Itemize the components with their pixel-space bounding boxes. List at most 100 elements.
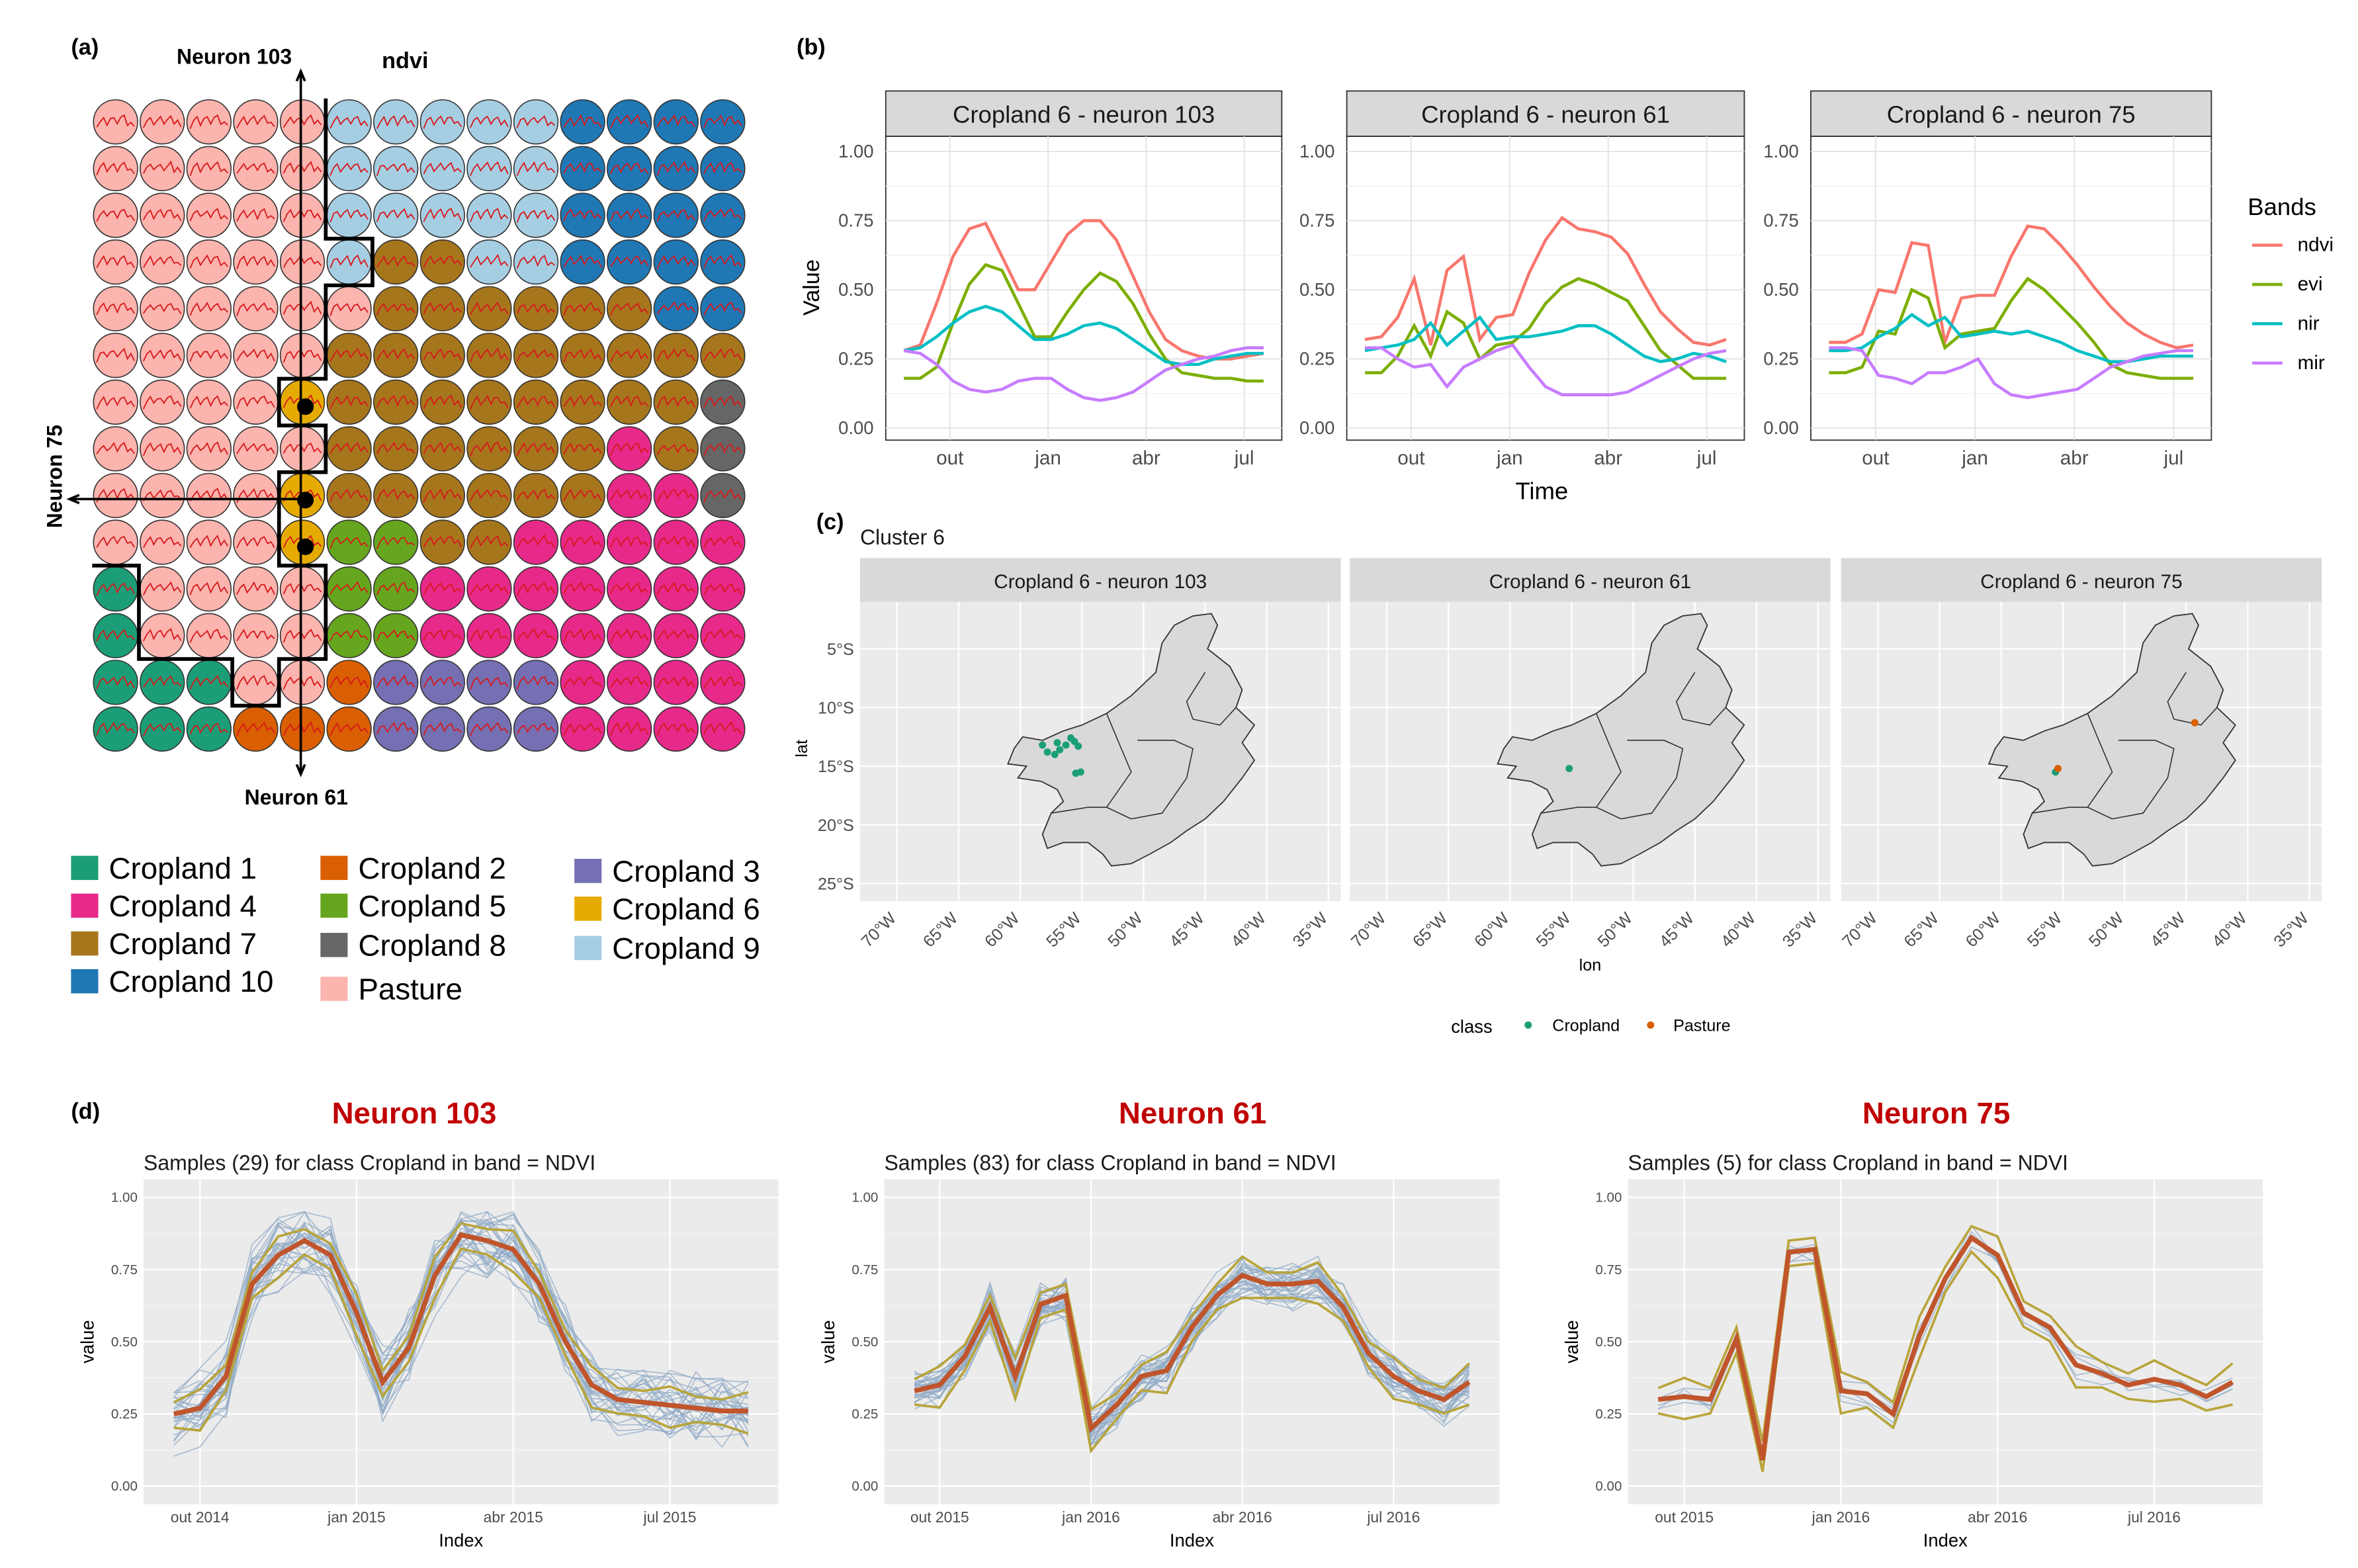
neuron-ndvi-profile bbox=[563, 394, 602, 408]
som-neuron bbox=[653, 472, 699, 519]
neuron-ndvi-profile bbox=[516, 675, 556, 690]
series-line-mir bbox=[1365, 343, 1727, 396]
neuron-ndvi-profile bbox=[96, 629, 135, 642]
median-line bbox=[1657, 1234, 2234, 1461]
neuron-ndvi-profile bbox=[189, 395, 228, 409]
sample-line bbox=[173, 1236, 749, 1448]
som-neuron bbox=[700, 706, 746, 752]
neuron-ndvi-profile bbox=[329, 303, 369, 316]
neuron-ndvi-profile bbox=[656, 722, 695, 736]
y-tick-label: 1.00 bbox=[852, 1190, 878, 1205]
neuron-heading: Neuron 61 bbox=[1119, 1096, 1266, 1130]
neuron-ndvi-profile bbox=[703, 161, 742, 174]
neuron-ndvi-profile bbox=[516, 722, 556, 735]
som-neuron bbox=[186, 239, 232, 285]
y-tick-label: 0.75 bbox=[1299, 210, 1334, 231]
y-tick-label: 1.00 bbox=[1595, 1190, 1622, 1205]
som-neuron bbox=[653, 193, 699, 238]
y-tick-label: 0.00 bbox=[852, 1479, 878, 1494]
neuron-ndvi-profile bbox=[470, 535, 509, 548]
neuron-ndvi-profile bbox=[703, 535, 742, 548]
neuron-ndvi-profile bbox=[329, 254, 369, 269]
y-tick-label: 0.75 bbox=[1595, 1262, 1622, 1278]
neuron-ndvi-profile bbox=[703, 254, 742, 269]
y-tick-label: 0.00 bbox=[1763, 417, 1798, 438]
neuron-ndvi-profile bbox=[376, 255, 415, 268]
neuron-ndvi-profile bbox=[142, 395, 182, 410]
legend-label: Cropland 10 bbox=[109, 965, 273, 998]
som-neuron bbox=[93, 706, 138, 752]
neuron-ndvi-profile bbox=[563, 254, 602, 268]
sample-line bbox=[173, 1212, 749, 1420]
neuron-ndvi-profile bbox=[656, 675, 696, 689]
arrow-neuron-61-head bbox=[295, 763, 306, 777]
neuron-heading: Neuron 75 bbox=[1862, 1096, 2010, 1130]
neuron-ndvi-profile bbox=[423, 629, 462, 641]
legend-swatch bbox=[320, 933, 348, 957]
state-border bbox=[1051, 806, 1132, 820]
y-tick-label: 10°S bbox=[818, 699, 854, 717]
neuron-ndvi-profile bbox=[189, 161, 228, 177]
neuron-ndvi-profile bbox=[96, 722, 135, 736]
neuron-ndvi-profile bbox=[283, 675, 322, 690]
neuron-ndvi-profile bbox=[563, 722, 602, 736]
x-tick-label: jan 2015 bbox=[327, 1508, 386, 1526]
y-tick-label: 1.00 bbox=[1763, 141, 1798, 161]
label-neuron-103: Neuron 103 bbox=[177, 44, 292, 68]
state-border bbox=[1675, 672, 1696, 720]
quantile-line bbox=[1657, 1249, 2233, 1472]
neuron-ndvi-profile bbox=[236, 629, 275, 642]
state-border bbox=[2032, 806, 2113, 820]
neuron-ndvi-profile bbox=[142, 722, 182, 736]
y-tick-label: 0.00 bbox=[111, 1479, 138, 1494]
neuron-ndvi-profile bbox=[96, 347, 135, 363]
facet-strip bbox=[885, 90, 1283, 137]
y-axis-title: Value bbox=[799, 259, 824, 316]
neuron-ndvi-profile bbox=[143, 536, 182, 548]
panel-b-band-profiles: Cropland 6 - neuron 103 0.00 0.25 0.50 0.75 1… bbox=[799, 90, 2334, 504]
series-line-ndvi bbox=[1364, 216, 1727, 347]
y-tick-label: 0.25 bbox=[1299, 349, 1334, 369]
neuron-ndvi-profile bbox=[516, 442, 556, 457]
som-neuron bbox=[93, 333, 138, 378]
som-neuron bbox=[560, 519, 605, 565]
legend-label-nir: nir bbox=[2298, 312, 2320, 334]
neuron-ndvi-profile bbox=[376, 348, 415, 361]
som-neuron bbox=[233, 426, 279, 472]
neuron-ndvi-profile bbox=[142, 581, 182, 596]
neuron-ndvi-profile bbox=[470, 253, 509, 268]
neuron-ndvi-profile bbox=[236, 536, 275, 548]
legend-label-mir: mir bbox=[2298, 352, 2325, 374]
neuron-ndvi-profile bbox=[96, 488, 135, 503]
y-axis-title: value bbox=[77, 1320, 98, 1364]
som-neuron bbox=[607, 99, 652, 145]
quantile-line bbox=[914, 1255, 1470, 1412]
state-border bbox=[1620, 740, 1684, 820]
x-axis-title: Index bbox=[1923, 1530, 1968, 1551]
legend-swatch bbox=[320, 855, 348, 881]
sample-line bbox=[173, 1232, 749, 1440]
neuron-ndvi-profile bbox=[609, 721, 649, 736]
som-neuron bbox=[513, 660, 559, 705]
neuron-ndvi-profile bbox=[656, 443, 695, 455]
quantile-line bbox=[173, 1247, 749, 1435]
neuron-ndvi-profile bbox=[563, 443, 602, 455]
y-tick-label: 0.00 bbox=[1595, 1479, 1622, 1494]
neuron-ndvi-profile bbox=[236, 162, 275, 174]
legend-swatch bbox=[320, 977, 348, 1001]
y-tick-label: 0.50 bbox=[1595, 1334, 1622, 1350]
neuron-ndvi-profile bbox=[143, 675, 182, 688]
state-border bbox=[1682, 707, 1726, 726]
som-neuron bbox=[233, 99, 279, 145]
y-tick-label: 15°S bbox=[818, 758, 854, 776]
neuron-ndvi-profile bbox=[189, 535, 229, 548]
neuron-ndvi-profile bbox=[142, 349, 182, 362]
x-tick-label: jul bbox=[2163, 447, 2184, 469]
som-neuron bbox=[140, 379, 185, 425]
neuron-ndvi-profile bbox=[423, 255, 462, 268]
neuron-ndvi-profile bbox=[376, 629, 415, 642]
neuron-ndvi-profile bbox=[376, 536, 415, 550]
legend-label: Cropland 5 bbox=[358, 889, 506, 923]
facet-title: Cropland 6 - neuron 103 bbox=[994, 571, 1207, 593]
